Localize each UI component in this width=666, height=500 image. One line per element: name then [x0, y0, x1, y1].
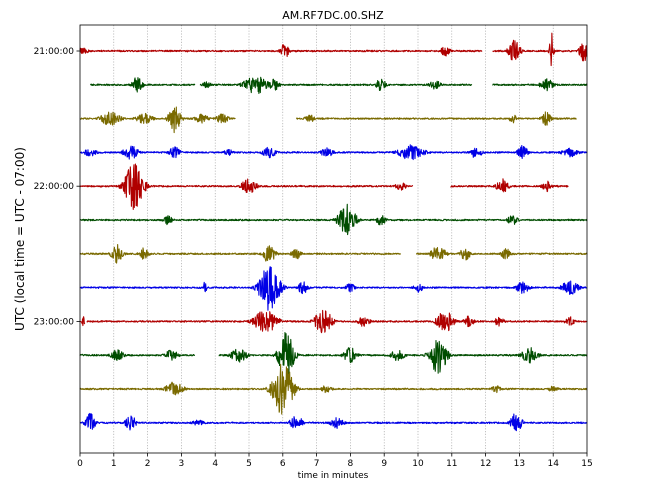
trace-layer: [79, 32, 588, 432]
x-tick-label: 1: [111, 459, 117, 469]
x-axis-label: time in minutes: [298, 471, 369, 481]
x-tick-label: 10: [412, 459, 424, 469]
x-tick-label: 11: [446, 459, 457, 469]
trace-row-7: [79, 266, 588, 311]
x-tick-label: 0: [77, 459, 83, 469]
x-tick-label: 5: [246, 459, 252, 469]
y-tick-label: 23:00:00: [34, 317, 75, 327]
trace-row-2: [79, 106, 577, 134]
trace-row-0: [79, 32, 588, 67]
plot-area-frame: [79, 24, 588, 454]
axis-ticks: 0 1 2 3 4 5 6 7 8 9 10 11 12 13 14 1521:00:0022:00:0023…: [34, 47, 593, 469]
x-tick-label: 2: [145, 459, 151, 469]
x-tick-label: 6: [280, 459, 286, 469]
trace-row-1: [89, 76, 588, 94]
trace-row-9: [79, 332, 588, 375]
x-tick-label: 15: [581, 459, 592, 469]
trace-row-6: [79, 243, 588, 264]
y-axis-label: UTC (local time = UTC - 07:00): [13, 147, 27, 331]
x-tick-label: 12: [480, 459, 491, 469]
trace-row-4: [79, 163, 569, 210]
x-tick-label: 14: [547, 459, 559, 469]
x-tick-label: 4: [212, 459, 218, 469]
x-tick-label: 13: [514, 459, 525, 469]
x-tick-label: 9: [381, 459, 387, 469]
trace-row-3: [79, 144, 588, 161]
x-tick-label: 7: [314, 459, 320, 469]
x-tick-label: 3: [179, 459, 185, 469]
trace-row-8: [79, 309, 588, 334]
chart-title: AM.RF7DC.00.SHZ: [282, 9, 384, 22]
x-tick-label: 8: [348, 459, 354, 469]
trace-row-5: [79, 203, 588, 236]
trace-row-11: [79, 412, 588, 432]
y-tick-label: 21:00:00: [34, 47, 75, 57]
y-tick-label: 22:00:00: [34, 182, 75, 192]
trace-row-10: [79, 363, 588, 415]
